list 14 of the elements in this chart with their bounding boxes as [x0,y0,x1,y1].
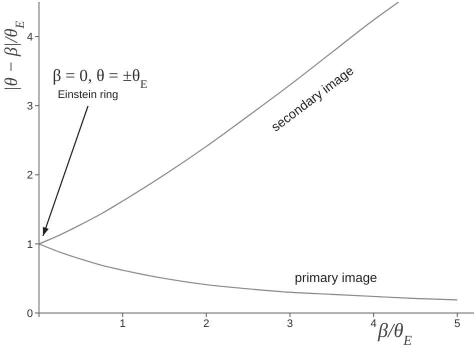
y-tick-label: 4 [26,31,33,44]
x-tick-label: 2 [203,318,210,330]
x-axis-title: β/θ$_{E}$ [377,320,412,348]
x-tick-label: 5 [454,318,460,330]
x-tick-label: 4 [370,318,377,330]
y-tick-label: 3 [26,100,33,113]
y-tick-label: 1 [26,238,33,251]
x-tick-label: 3 [286,318,294,330]
y-tick-label: 0 [26,308,33,320]
annotation: β = 0, θ = ±θ$_{E}$ [52,66,148,91]
y-tick-label: 2 [26,170,33,182]
series-label: primary image [294,270,378,285]
x-tick-label: 1 [120,318,126,330]
annotation: Einstein ring [58,89,118,101]
